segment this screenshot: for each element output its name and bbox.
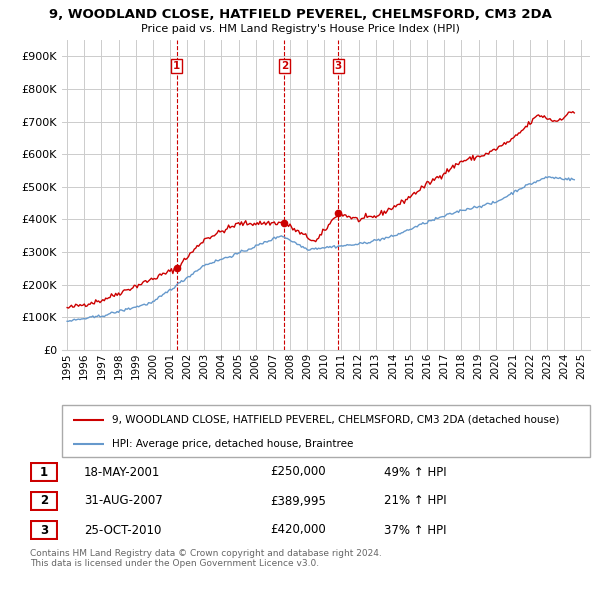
Text: £420,000: £420,000 [270, 523, 326, 536]
Text: 9, WOODLAND CLOSE, HATFIELD PEVEREL, CHELMSFORD, CM3 2DA: 9, WOODLAND CLOSE, HATFIELD PEVEREL, CHE… [49, 8, 551, 21]
Text: 18-MAY-2001: 18-MAY-2001 [84, 466, 160, 478]
Text: Price paid vs. HM Land Registry's House Price Index (HPI): Price paid vs. HM Land Registry's House … [140, 24, 460, 34]
Text: 2: 2 [40, 494, 48, 507]
Text: 37% ↑ HPI: 37% ↑ HPI [384, 523, 446, 536]
Text: 2: 2 [281, 61, 288, 71]
Text: HPI: Average price, detached house, Braintree: HPI: Average price, detached house, Brai… [112, 439, 353, 449]
Text: 1: 1 [173, 61, 180, 71]
Text: 1: 1 [40, 466, 48, 478]
Text: 21% ↑ HPI: 21% ↑ HPI [384, 494, 446, 507]
Text: 3: 3 [40, 523, 48, 536]
Text: Contains HM Land Registry data © Crown copyright and database right 2024.
This d: Contains HM Land Registry data © Crown c… [30, 549, 382, 568]
Text: 9, WOODLAND CLOSE, HATFIELD PEVEREL, CHELMSFORD, CM3 2DA (detached house): 9, WOODLAND CLOSE, HATFIELD PEVEREL, CHE… [112, 415, 560, 425]
Text: £389,995: £389,995 [270, 494, 326, 507]
Text: 31-AUG-2007: 31-AUG-2007 [84, 494, 163, 507]
Text: 49% ↑ HPI: 49% ↑ HPI [384, 466, 446, 478]
Text: £250,000: £250,000 [270, 466, 326, 478]
Text: 25-OCT-2010: 25-OCT-2010 [84, 523, 161, 536]
Text: 3: 3 [335, 61, 342, 71]
